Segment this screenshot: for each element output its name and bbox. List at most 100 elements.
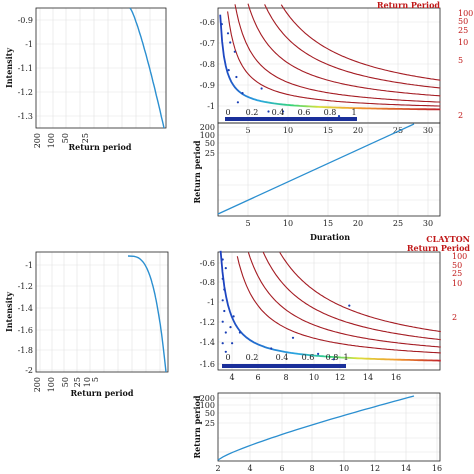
inset-tick-label: 0 <box>225 353 230 362</box>
x-tick-label: 20 <box>353 126 363 135</box>
plot-frame <box>35 7 167 129</box>
x-tick-label: 50 <box>61 133 70 143</box>
contour-line-10 <box>236 256 441 354</box>
series-line <box>217 395 415 461</box>
y-tick-label: -1.6 <box>18 326 33 335</box>
plot-frame <box>217 122 441 217</box>
return-period-label: 25 <box>458 26 468 35</box>
y-axis-label: Return period <box>192 140 202 203</box>
data-point <box>223 309 226 313</box>
y-tick-label: -0.9 <box>200 81 215 90</box>
x-tick-label: 4 <box>229 373 234 382</box>
return-period-label: 2 <box>452 313 457 322</box>
x-tick-label: 200 <box>33 377 42 392</box>
data-point <box>238 331 241 334</box>
inset-tick-label: 0.6 <box>302 353 315 362</box>
inset-tick-label: 0 <box>225 108 230 117</box>
y-axis-label: Intensity <box>4 48 14 88</box>
x-tick-label: 2 <box>215 464 220 473</box>
contour-line-50 <box>262 251 441 341</box>
data-point <box>224 331 227 334</box>
data-point <box>235 75 238 79</box>
data-point <box>348 304 351 307</box>
y-tick-label: -0.9 <box>18 16 33 25</box>
data-point <box>229 326 232 329</box>
contour-line-10 <box>234 4 441 103</box>
return-period-label: 2 <box>458 111 463 120</box>
chart-title-line-1: CLAYTON <box>426 234 470 244</box>
contour-line-25 <box>247 3 441 97</box>
return-period-label: 25 <box>452 269 462 278</box>
x-tick-label: 10 <box>283 219 293 228</box>
x-tick-label: 10 <box>83 377 92 387</box>
data-point <box>221 342 224 345</box>
return-period-label: 50 <box>458 17 468 26</box>
inset-tick-label: 0.8 <box>326 353 339 362</box>
return-period-label: 10 <box>452 279 462 288</box>
x-axis-label: Return period <box>69 142 132 152</box>
y-tick-label: -1.4 <box>18 304 33 313</box>
y-tick-label: 25 <box>205 419 215 428</box>
y-tick-label: -0.8 <box>200 278 215 287</box>
data-point <box>282 110 285 113</box>
data-point <box>291 336 295 339</box>
chart-title-line-2: Return Period <box>407 243 471 253</box>
y-tick-label: -1.2 <box>200 318 215 327</box>
data-point <box>224 350 227 353</box>
inset-tick-label: 1 <box>351 108 356 117</box>
panel-top-left: -0.9-1-1.1-1.2-1.3 200 100 50 25 Intensity … <box>4 7 167 152</box>
x-tick-label: 5 <box>91 377 100 382</box>
data-point <box>229 41 232 44</box>
x-tick-label: 10 <box>309 373 319 382</box>
x-tick-label: 25 <box>81 133 90 143</box>
x-axis-label: Duration <box>310 232 350 242</box>
y-tick-label: -0.6 <box>200 259 215 268</box>
return-period-label: 50 <box>452 261 462 270</box>
return-period-label: 100 <box>452 252 467 261</box>
x-tick-label: 8 <box>283 373 288 382</box>
y-tick-label: -0.6 <box>200 18 215 27</box>
y-tick-label: -1.2 <box>18 282 33 291</box>
x-tick-label: 16 <box>391 373 401 382</box>
x-tick-label: 200 <box>33 133 42 148</box>
y-tick-label: -0.8 <box>200 60 215 69</box>
return-period-label: 10 <box>458 38 468 47</box>
contour-line-100 <box>279 252 441 333</box>
inset-tick-label: 1 <box>343 353 348 362</box>
inset-tick-label: 0.2 <box>246 353 259 362</box>
chart-title: Return Period <box>377 0 441 10</box>
inset-tick-label: 0.2 <box>246 108 259 117</box>
y-tick-label: 100 <box>200 131 215 140</box>
data-point <box>232 315 235 318</box>
data-point <box>224 267 227 270</box>
y-tick-label: -1.1 <box>18 64 33 73</box>
y-tick-label: -0.7 <box>200 39 215 48</box>
inset-tick-label: 0.6 <box>298 108 311 117</box>
data-point <box>260 87 263 90</box>
x-axis-label: Return period <box>71 388 134 398</box>
data-point <box>227 69 230 72</box>
data-point <box>241 92 244 95</box>
y-tick-label: -2 <box>25 366 33 375</box>
data-point <box>317 352 320 355</box>
panel-top-right: 0 0.2 0.4 0.6 0.8 1 -0.6-0.7-0.8-0.9-1 5 10 15 2… <box>200 0 474 135</box>
plot-frame <box>217 392 441 462</box>
series-line <box>129 7 165 129</box>
contour-line-5 <box>227 11 441 107</box>
data-point <box>231 342 234 345</box>
return-period-label: 100 <box>458 9 473 18</box>
x-tick-label: 14 <box>363 373 373 382</box>
x-tick-label: 25 <box>73 377 82 387</box>
data-point <box>270 347 273 350</box>
inset-tick-label: 0.8 <box>324 108 337 117</box>
data-point <box>267 110 270 113</box>
data-point <box>221 320 224 323</box>
contour-line-2 <box>219 250 441 362</box>
y-tick-label: -1 <box>207 102 215 111</box>
x-tick-label: 50 <box>61 377 70 387</box>
x-tick-label: 14 <box>401 464 411 473</box>
y-tick-label: -1.8 <box>18 346 33 355</box>
